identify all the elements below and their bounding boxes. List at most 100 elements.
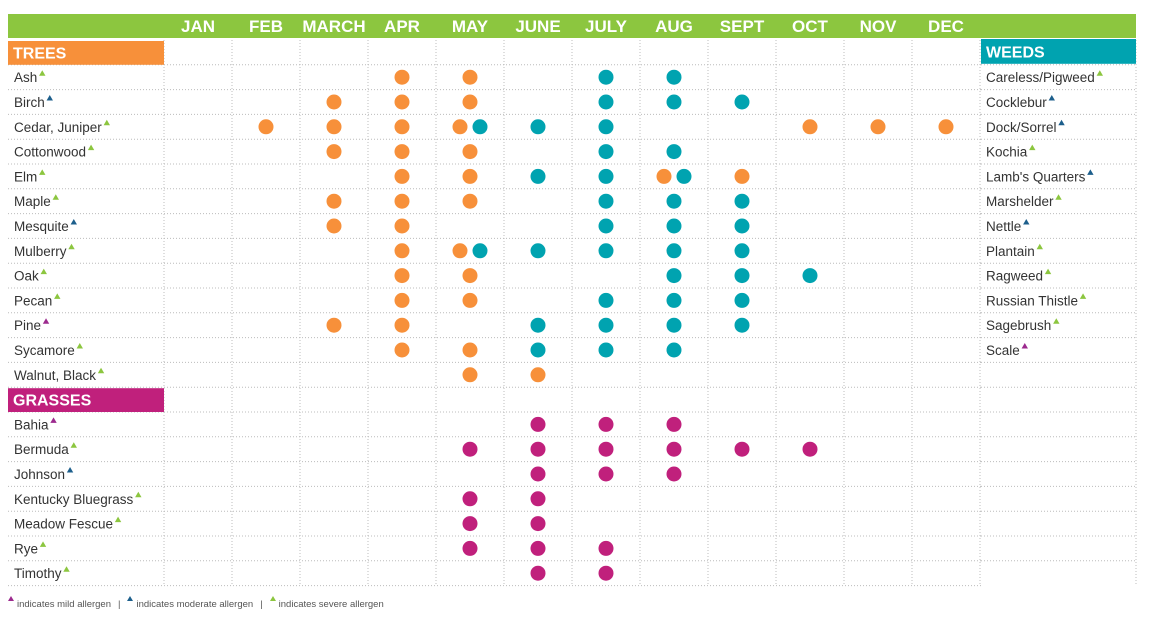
pollen-dot: [666, 268, 682, 284]
pollen-dot: [666, 317, 682, 333]
pollen-dot: [394, 317, 410, 333]
pollen-dot: [462, 367, 478, 383]
plant-name: Elm: [14, 169, 37, 184]
plant-name: Birch: [14, 95, 45, 110]
pollen-dot: [734, 441, 750, 457]
month-label-jan: JAN: [181, 17, 215, 36]
weed-name: Sagebrush: [986, 318, 1051, 333]
pollen-dot: [530, 243, 546, 259]
pollen-dot: [462, 292, 478, 308]
pollen-dot: [462, 516, 478, 532]
pollen-dot: [530, 416, 546, 432]
pollen-dot: [870, 119, 886, 135]
pollen-dot: [326, 193, 342, 209]
plant-name: Bermuda: [14, 442, 69, 457]
moderate-allergen-triangle-icon: [1048, 95, 1055, 101]
pollen-dot: [598, 144, 614, 160]
pollen-dot: [598, 243, 614, 259]
pollen-dot: [394, 94, 410, 110]
pollen-dot: [530, 565, 546, 581]
pollen-dot: [394, 342, 410, 358]
severe-allergen-triangle-icon: [87, 144, 95, 151]
pollen-dot: [666, 416, 682, 432]
moderate-allergen-triangle-icon: [46, 95, 53, 101]
pollen-dot: [530, 367, 546, 383]
pollen-dot: [734, 193, 750, 209]
weed-name: Careless/Pigweed: [986, 70, 1095, 85]
pollen-dot: [598, 342, 614, 358]
month-label-sept: SEPT: [720, 17, 765, 36]
moderate-allergen-triangle-icon: [1058, 119, 1065, 126]
plant-name: Johnson: [14, 467, 65, 482]
month-label-june: JUNE: [515, 17, 560, 36]
mild-allergen-triangle-icon: [1021, 343, 1028, 349]
pollen-dot: [734, 292, 750, 308]
month-label-july: JULY: [585, 17, 628, 36]
pollen-dot: [666, 218, 682, 234]
severe-allergen-triangle-icon: [39, 169, 46, 175]
pollen-dot: [394, 243, 410, 259]
pollen-dot: [394, 69, 410, 85]
pollen-dot: [394, 292, 410, 308]
weed-name: Plantain: [986, 244, 1035, 259]
weed-name: Ragweed: [986, 269, 1043, 284]
pollen-dot: [394, 119, 410, 135]
pollen-dot: [462, 193, 478, 209]
severe-allergen-triangle-icon: [1044, 268, 1052, 275]
pollen-dot: [326, 317, 342, 333]
severe-allergen-triangle-icon: [52, 194, 59, 200]
pollen-dot: [666, 342, 682, 358]
pollen-dot: [598, 69, 614, 85]
pollen-dot: [734, 94, 750, 110]
legend-moderate-text: indicates moderate allergen: [136, 599, 254, 610]
pollen-dot: [802, 119, 818, 135]
plant-name: Cedar, Juniper: [14, 120, 102, 135]
plant-name: Maple: [14, 194, 51, 209]
pollen-dot: [462, 491, 478, 507]
pollen-dot: [598, 466, 614, 482]
pollen-dot: [472, 243, 488, 259]
severe-allergen-triangle-icon: [39, 70, 46, 76]
legend-separator: |: [260, 599, 263, 610]
moderate-allergen-triangle-icon: [66, 467, 74, 473]
plant-name: Ash: [14, 70, 37, 85]
weed-name: Dock/Sorrel: [986, 120, 1057, 135]
weed-name: Nettle: [986, 219, 1021, 234]
pollen-dot: [394, 144, 410, 160]
pollen-dot: [462, 342, 478, 358]
plant-name: Sycamore: [14, 343, 75, 358]
pollen-dot: [462, 168, 478, 184]
pollen-dot: [598, 540, 614, 556]
plant-name: Pine: [14, 318, 41, 333]
legend-separator: |: [118, 599, 121, 610]
severe-allergen-triangle-icon: [103, 119, 111, 126]
month-label-aug: AUG: [655, 17, 693, 36]
pollen-dot: [462, 540, 478, 556]
pollen-dot: [598, 416, 614, 432]
pollen-dot: [598, 119, 614, 135]
pollen-dot: [656, 168, 672, 184]
plant-name: Rye: [14, 541, 38, 556]
plant-name: Cottonwood: [14, 145, 86, 160]
pollen-dot: [666, 466, 682, 482]
section-header-trees: [8, 41, 164, 65]
severe-allergen-triangle-icon: [39, 541, 47, 547]
pollen-dot: [734, 243, 750, 259]
pollen-dot: [666, 69, 682, 85]
legend-severe-text: indicates severe allergen: [278, 599, 384, 610]
severe-allergen-triangle-icon: [70, 442, 77, 448]
plant-name: Kentucky Bluegrass: [14, 492, 134, 507]
pollen-dot: [598, 94, 614, 110]
pollen-dot: [326, 144, 342, 160]
month-label-may: MAY: [452, 17, 489, 36]
weed-name: Russian Thistle: [986, 293, 1078, 308]
severe-allergen-triangle-icon: [1036, 243, 1043, 250]
mild-allergen-triangle-icon: [50, 417, 57, 423]
pollen-dot: [530, 441, 546, 457]
weed-name: Lamb's Quarters: [986, 169, 1086, 184]
pollen-dot: [666, 144, 682, 160]
section-label-weeds: WEEDS: [986, 44, 1045, 61]
section-header-grasses: [8, 388, 164, 412]
pollen-dot: [802, 268, 818, 284]
pollen-dot: [530, 342, 546, 358]
